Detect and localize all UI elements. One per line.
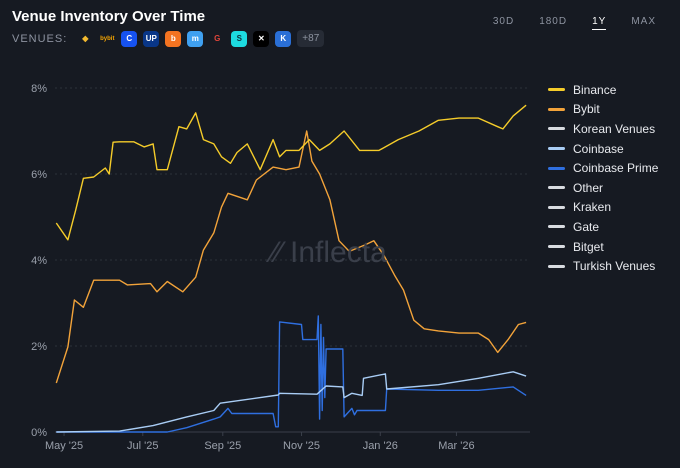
legend-item-kraken[interactable]: Kraken [548,198,658,218]
y-tick-label: 4% [31,255,47,267]
legend-item-binance[interactable]: Binance [548,80,658,100]
range-max[interactable]: MAX [631,16,656,27]
x-tick-label: Sep '25 [204,440,241,452]
legend-item-turkish-venues[interactable]: Turkish Venues [548,256,658,276]
time-range-selector: 30D 180D 1Y MAX [493,16,656,30]
x-tick-label: Jul '25 [127,440,158,452]
legend-item-coinbase[interactable]: Coinbase [548,139,658,159]
bybit-icon[interactable]: bybit [100,35,115,42]
legend-swatch [548,186,565,190]
legend-swatch [548,127,565,131]
legend-item-coinbase-prime[interactable]: Coinbase Prime [548,158,658,178]
y-tick-label: 8% [31,83,47,95]
x-tick-label: May '25 [45,440,83,452]
gate-icon[interactable]: G [214,34,221,43]
legend-item-bybit[interactable]: Bybit [548,100,658,120]
series-line-binance [55,104,527,241]
venue-icon-list: ◆ bybit C UP b m G S ✕ K [77,30,292,47]
legend-swatch [548,107,565,111]
kraken-icon[interactable]: m [187,30,204,47]
legend-swatch [548,88,565,92]
range-1y[interactable]: 1Y [592,16,607,30]
legend-swatch [548,166,565,170]
kraken-pro-icon[interactable]: K [275,30,292,47]
upbit-icon[interactable]: UP [143,30,160,47]
series-line-bybit [55,130,527,384]
legend-item-korean-venues[interactable]: Korean Venues [548,119,658,139]
watermark: ⁄⁄ Inflecta [272,236,387,270]
legend-label: Other [573,180,604,195]
legend-swatch [548,205,565,209]
range-30d[interactable]: 30D [492,16,515,27]
watermark-logo-icon: ⁄⁄ [272,236,283,269]
legend-item-bitget[interactable]: Bitget [548,237,658,257]
legend-swatch [548,225,565,229]
legend-label: Bybit [573,102,600,117]
bitget-icon[interactable]: S [231,30,248,47]
legend-label: Coinbase Prime [573,161,659,176]
watermark-text: Inflecta [290,236,387,269]
series-line-coinbase [56,371,527,433]
more-venues-button[interactable]: +87 [297,30,325,47]
legend-item-other[interactable]: Other [548,178,658,198]
binance-icon[interactable]: ◆ [82,34,89,43]
range-180d[interactable]: 180D [539,16,568,27]
coinbase-icon[interactable]: C [121,30,138,47]
legend-swatch [548,147,565,151]
chart-title: Venue Inventory Over Time [12,8,206,25]
series-line-coinbase-prime [56,315,527,433]
legend-label: Coinbase [573,141,624,156]
chart-legend: Binance Bybit Korean Venues Coinbase Coinbas… [548,80,658,276]
x-tick-label: Nov '25 [283,440,320,452]
venues-label: VENUES: [12,32,68,45]
x-tick-label: Jan '26 [363,440,398,452]
legend-label: Gate [573,219,600,234]
bithumb-icon[interactable]: b [165,30,182,47]
x-tick-label: Mar '26 [438,440,474,452]
legend-label: Turkish Venues [573,259,656,274]
legend-label: Korean Venues [573,121,656,136]
y-tick-label: 2% [31,341,47,353]
legend-item-gate[interactable]: Gate [548,217,658,237]
legend-label: Binance [573,82,617,97]
okx-icon[interactable]: ✕ [253,30,270,47]
venues-row: VENUES: ◆ bybit C UP b m G S ✕ K +87 [12,30,325,47]
legend-swatch [548,245,565,249]
legend-label: Bitget [573,239,604,254]
y-tick-label: 6% [31,169,47,181]
legend-swatch [548,264,565,268]
legend-label: Kraken [573,200,612,215]
y-tick-label: 0% [31,427,47,439]
